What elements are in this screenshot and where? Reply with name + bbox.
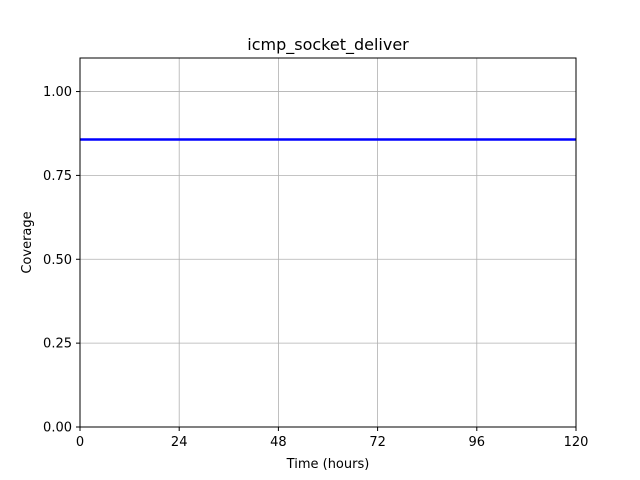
y-tick-label: 0.00 bbox=[43, 421, 72, 436]
y-tick-label: 0.25 bbox=[43, 337, 72, 352]
x-axis-label: Time (hours) bbox=[286, 457, 370, 472]
x-axis: 0 24 48 72 96 120 bbox=[76, 427, 589, 450]
x-tick-label: 48 bbox=[270, 435, 287, 450]
y-axis-label: Coverage bbox=[20, 211, 35, 273]
x-tick-label: 0 bbox=[76, 435, 84, 450]
grid-lines bbox=[79, 58, 577, 428]
plot-frame bbox=[79, 57, 577, 428]
y-axis: 0.00 0.25 0.50 0.75 1.00 bbox=[43, 85, 80, 436]
x-tick-label: 120 bbox=[564, 435, 589, 450]
x-tick-label: 96 bbox=[469, 435, 486, 450]
y-tick-label: 1.00 bbox=[43, 85, 72, 100]
x-tick-label: 72 bbox=[369, 435, 386, 450]
x-tick-label: 24 bbox=[171, 435, 188, 450]
chart-title: icmp_socket_deliver bbox=[247, 35, 409, 55]
y-tick-label: 0.75 bbox=[43, 169, 72, 184]
y-tick-label: 0.50 bbox=[43, 253, 72, 268]
